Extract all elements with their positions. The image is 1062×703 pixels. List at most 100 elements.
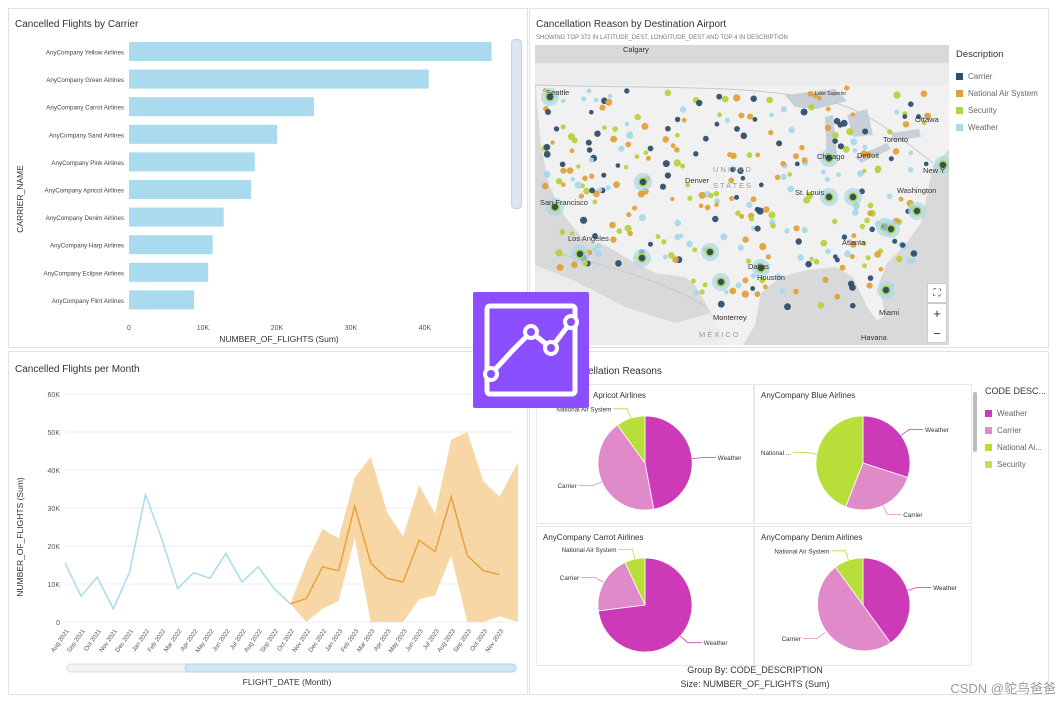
hub-marker-core — [637, 253, 647, 263]
airport-marker — [754, 291, 761, 298]
airport-marker — [770, 222, 776, 229]
airport-marker — [844, 85, 850, 91]
airport-marker — [662, 160, 670, 168]
bar-category-label: AnyCompany Flint Airlines — [52, 298, 124, 305]
y-tick-label: 0 — [56, 620, 60, 627]
pie-chart[interactable]: Weather Carrier National Air System — [755, 527, 973, 667]
map-legend-item[interactable]: Security — [956, 106, 997, 115]
pie-chart[interactable]: Weather Carrier National ... — [755, 385, 973, 525]
airport-marker — [685, 182, 691, 188]
airport-marker — [857, 170, 864, 177]
x-tick-label: 10K — [197, 325, 210, 332]
airport-marker — [670, 143, 676, 149]
airport-marker — [758, 182, 764, 188]
airport-marker — [713, 190, 720, 197]
zoom-in-button[interactable]: + — [933, 306, 941, 321]
airport-marker — [543, 143, 551, 151]
airport-marker — [898, 196, 904, 202]
airport-marker — [664, 172, 671, 179]
x-tick-label: 40K — [419, 325, 432, 332]
hub-marker-core — [848, 192, 858, 202]
quicksight-logo — [473, 292, 589, 408]
airport-marker — [607, 93, 613, 99]
pie-leader-line — [578, 481, 603, 486]
airport-marker — [784, 228, 790, 234]
map-canvas[interactable]: Calgary Seattle San Francisco Los Angeles De… — [535, 45, 949, 345]
zoom-out-button[interactable]: − — [933, 326, 941, 341]
airport-marker — [867, 210, 874, 217]
airport-marker — [787, 185, 794, 193]
airport-marker — [555, 249, 563, 257]
airport-marker — [750, 286, 756, 291]
airport-marker — [668, 252, 675, 259]
airport-marker — [780, 160, 786, 167]
airport-marker — [896, 255, 903, 263]
pie-chart[interactable]: Weather Carrier National Air System — [537, 527, 755, 667]
airport-marker — [759, 277, 766, 284]
airport-marker — [800, 108, 808, 116]
airport-marker — [696, 99, 703, 107]
fit-icon[interactable]: ⛶ — [933, 288, 941, 299]
place-label: Washington — [897, 186, 936, 195]
place-label: Calgary — [623, 45, 649, 54]
map-zoom-control[interactable]: + − — [927, 303, 947, 343]
airport-marker — [825, 106, 831, 112]
airport-marker — [727, 152, 733, 158]
bar-category-label: AnyCompany Denim Airlines — [46, 215, 124, 222]
pie-slice-label: Carrier — [557, 483, 576, 490]
airport-marker — [586, 147, 593, 153]
pie-slice-label: Weather — [704, 640, 728, 647]
pie-legend-item[interactable]: Weather — [985, 409, 1027, 418]
airport-marker — [602, 125, 607, 130]
airport-marker — [717, 300, 725, 308]
pie-legend-scrollbar[interactable] — [973, 392, 977, 452]
airport-marker — [702, 135, 709, 142]
map-fit-control[interactable]: ⛶ — [927, 283, 947, 303]
airport-marker — [747, 113, 754, 120]
map-legend-item[interactable]: Weather — [956, 123, 998, 132]
airport-marker — [595, 250, 602, 258]
pie-legend-item[interactable]: Security — [985, 460, 1026, 469]
legend-label: Weather — [997, 409, 1028, 418]
bar-scrollbar[interactable] — [511, 39, 522, 209]
airport-marker — [809, 256, 814, 262]
airport-marker — [665, 125, 671, 132]
map-land-canada — [535, 63, 949, 85]
bar-chart-title: Cancelled Flights by Carrier — [15, 19, 139, 30]
airport-marker — [822, 276, 829, 283]
bar-category-label: AnyCompany Sand Airlines — [49, 132, 124, 139]
airport-marker — [862, 128, 869, 135]
place-label: St. Louis — [795, 188, 824, 197]
legend-swatch — [985, 444, 992, 451]
pie-chart[interactable]: Weather Carrier National Air System — [537, 385, 755, 525]
airport-marker — [916, 114, 921, 120]
airport-marker — [832, 138, 838, 144]
airport-marker — [556, 264, 564, 271]
airport-marker — [894, 109, 900, 115]
pie-subpanel: AnyCompany Denim Airlines Weather Carrier N… — [754, 526, 972, 666]
airport-marker — [692, 247, 698, 253]
lake-ontario — [891, 129, 921, 141]
hub-marker-core — [824, 153, 834, 163]
airport-marker — [729, 196, 735, 201]
airport-marker — [569, 148, 575, 154]
bar-anycompany-flint-airlines — [129, 290, 195, 310]
bar-chart[interactable]: AnyCompany Yellow Airlines AnyCompany Gre… — [9, 9, 527, 345]
airport-marker — [580, 216, 588, 224]
airport-marker — [924, 112, 932, 120]
pie-legend-item[interactable]: Carrier — [985, 426, 1021, 435]
pie-legend-item[interactable]: National Ai... — [985, 443, 1042, 452]
map-legend-item[interactable]: National Air System — [956, 89, 1038, 98]
airport-marker — [674, 219, 682, 227]
pie-slice — [834, 557, 864, 607]
bar-anycompany-yellow-airlines — [129, 42, 492, 61]
hub-marker-core — [545, 92, 555, 102]
map-legend-item[interactable]: Carrier — [956, 72, 992, 81]
place-label: Houston — [757, 273, 785, 282]
pie-leader-line — [691, 457, 716, 459]
airport-marker — [769, 112, 774, 118]
airport-marker — [832, 132, 839, 139]
airport-marker — [615, 163, 621, 168]
place-label: STATES — [713, 181, 753, 190]
